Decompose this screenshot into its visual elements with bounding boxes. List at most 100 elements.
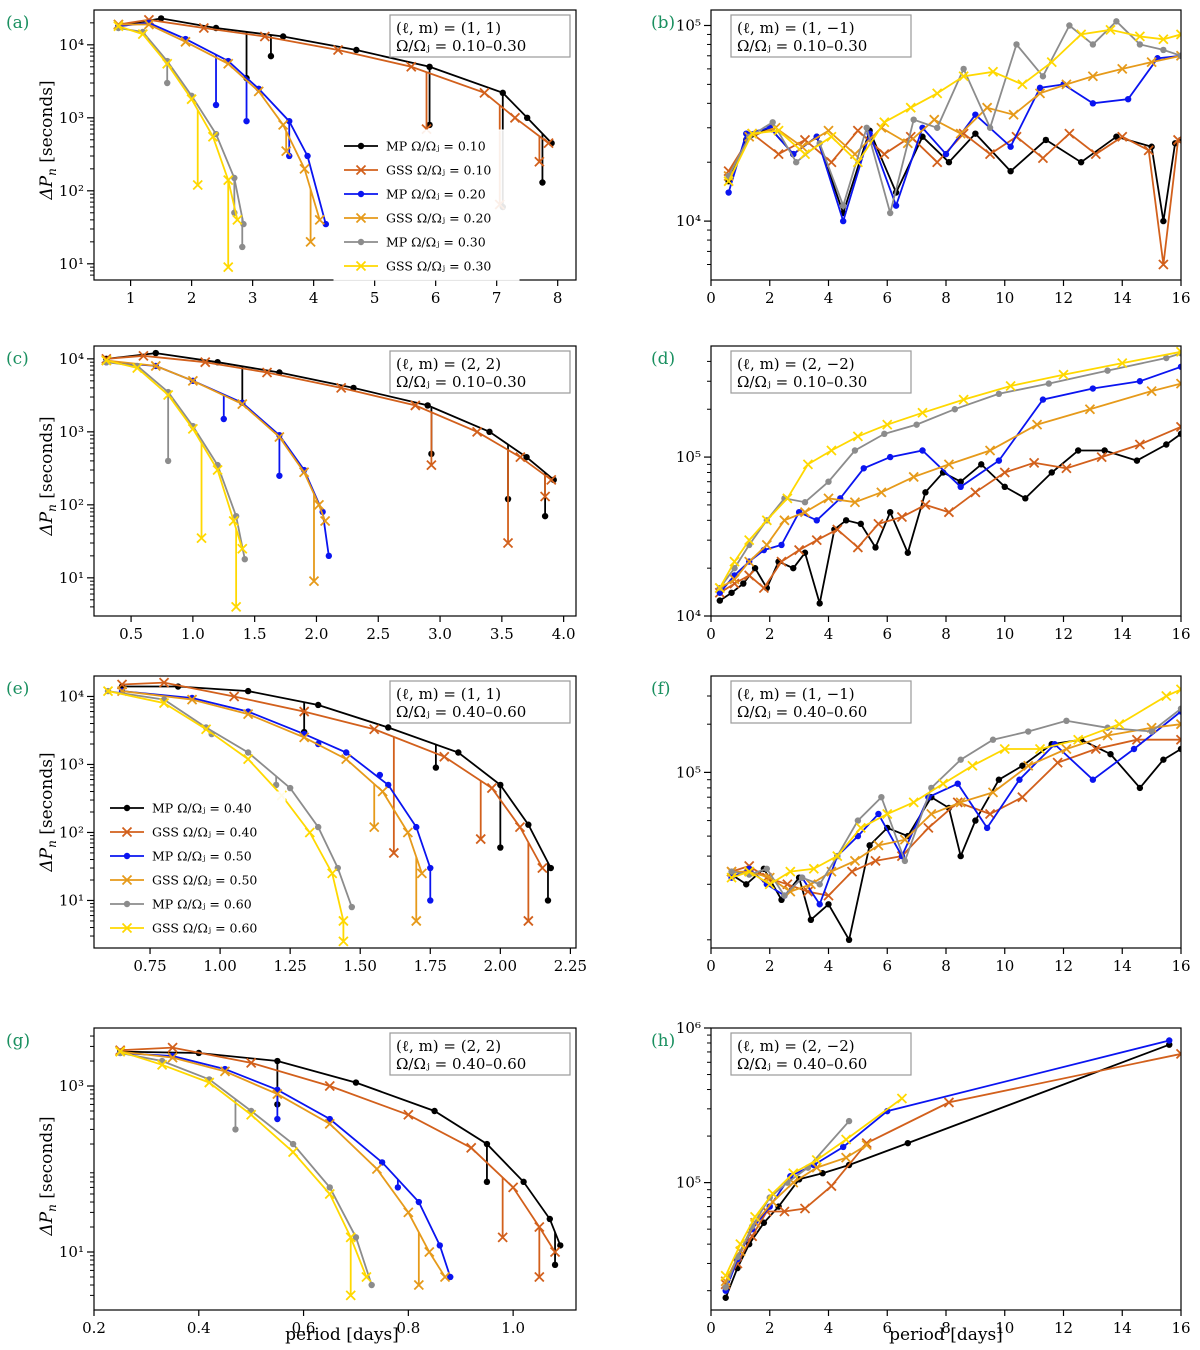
info-line-1: (ℓ, m) = (2, 2): [396, 1037, 501, 1055]
data-point-gss_mid: [143, 19, 155, 30]
data-point-mp_mid: [995, 457, 1003, 464]
data-point-mp_high: [960, 65, 967, 73]
x-tick-label: 2.25: [554, 957, 587, 975]
x-tick-label: 8: [553, 289, 563, 307]
dip-point-gss_low: [534, 1271, 545, 1283]
dip-point-gss_mid: [308, 576, 320, 587]
info-line-1: (ℓ, m) = (1, 1): [396, 19, 501, 37]
series-line-gss_low: [724, 1053, 1181, 1285]
data-point-gss_mid: [237, 398, 248, 410]
data-point-mp_low: [904, 549, 912, 556]
info-line-1: (ℓ, m) = (1, 1): [396, 685, 501, 703]
data-point-mp_high: [825, 478, 832, 485]
info-box: (ℓ, m) = (1, −1)Ω/Ωⱼ = 0.40–0.60: [730, 680, 912, 724]
data-point-mp_low: [722, 1294, 729, 1301]
data-point-gss_high: [785, 866, 796, 877]
legend: MP Ω/Ωⱼ = 0.10 GSS Ω/Ωⱼ = 0.10 MP Ω/Ωⱼ = 0…: [333, 129, 520, 281]
info-line-1: (ℓ, m) = (2, 2): [396, 355, 501, 373]
data-point-mp_low: [520, 1178, 527, 1186]
dip-point-gss_low: [475, 833, 486, 845]
data-point-mp_mid: [892, 202, 900, 209]
info-line-1: (ℓ, m) = (2, −2): [737, 1037, 855, 1055]
data-point-gss_high: [204, 1077, 215, 1088]
y-tick-label: 10⁶: [676, 1019, 701, 1037]
data-point-mp_mid: [942, 150, 950, 158]
data-point-mp_low: [1022, 495, 1029, 502]
data-point-mp_high: [326, 1184, 333, 1191]
data-point-gss_low: [932, 157, 943, 168]
y-tick-label: 10³: [59, 109, 84, 127]
data-point-gss_high: [958, 394, 969, 405]
data-point-gss_high: [744, 535, 755, 546]
data-point-mp_mid: [447, 1273, 454, 1281]
x-tick-label: 1.25: [273, 957, 306, 975]
series-layer: [113, 14, 555, 273]
legend-label: MP Ω/Ωⱼ = 0.60: [152, 897, 252, 912]
data-point-mp_high: [781, 892, 788, 899]
dip-point-mp_high: [164, 79, 171, 87]
dip-point-mp_mid: [212, 101, 220, 109]
data-point-mp_low: [728, 589, 735, 596]
data-point-mp_mid: [436, 1242, 443, 1249]
data-point-gss_low: [369, 724, 380, 735]
data-point-mp_mid: [304, 152, 311, 160]
info-line-1: (ℓ, m) = (2, −2): [737, 355, 855, 373]
info-box-frame: [730, 1032, 912, 1076]
data-point-mp_mid: [1166, 1037, 1173, 1044]
x-tick-label: 6: [882, 1319, 892, 1337]
data-point-gss_low: [1061, 463, 1072, 474]
data-point-gss_high: [1175, 346, 1181, 357]
data-point-mp_high: [995, 390, 1003, 398]
data-point-mp_mid: [957, 483, 964, 491]
series-line-mp_high: [719, 352, 1181, 589]
x-tick-label: 12: [1054, 625, 1073, 643]
data-point-gss_low: [923, 822, 934, 834]
data-point-gss_mid: [371, 1163, 383, 1175]
data-point-gss_low: [543, 137, 554, 149]
data-point-gss_mid: [274, 431, 285, 443]
y-tick-label: 10⁵: [676, 1174, 701, 1192]
data-point-gss_low: [799, 1203, 811, 1214]
data-point-gss_mid: [1061, 743, 1072, 755]
data-point-gss_high: [811, 1154, 822, 1166]
data-point-mp_mid: [343, 749, 350, 756]
dip-point-gss_mid: [369, 821, 380, 833]
data-point-gss_high: [937, 778, 949, 789]
dip-point-gss_mid: [281, 145, 292, 157]
data-point-mp_low: [523, 114, 531, 122]
x-tick-label: 0.4: [187, 1319, 211, 1337]
data-point-gss_low: [1175, 1048, 1181, 1060]
x-tick-label: 4: [824, 625, 834, 643]
data-point-mp_low: [157, 15, 165, 22]
legend-marker-dot: [123, 852, 131, 860]
panel-label: (g): [6, 1031, 30, 1051]
data-point-mp_high: [286, 784, 294, 792]
dip-point-gss_mid: [411, 915, 422, 927]
data-point-gss_high: [840, 1134, 852, 1145]
data-point-gss_high: [735, 1239, 746, 1250]
data-point-mp_high: [1013, 41, 1020, 48]
data-point-gss_low: [466, 1142, 477, 1153]
data-point-gss_mid: [1175, 50, 1181, 61]
data-point-mp_low: [1007, 167, 1014, 175]
data-point-mp_low: [1177, 430, 1181, 438]
data-point-mp_low: [547, 864, 554, 872]
data-point-gss_low: [984, 148, 996, 160]
legend-frame: [99, 791, 286, 943]
data-point-gss_mid: [299, 732, 310, 743]
data-point-mp_low: [523, 453, 530, 461]
data-point-mp_mid: [1177, 363, 1181, 370]
data-point-gss_high: [967, 760, 978, 771]
data-point-gss_mid: [744, 556, 755, 567]
data-point-gss_mid: [1175, 378, 1181, 389]
legend-label: MP Ω/Ωⱼ = 0.10: [386, 139, 486, 154]
dip-point-mp_low: [544, 897, 552, 904]
data-point-gss_high: [200, 724, 212, 735]
panel-label: (e): [6, 679, 29, 699]
data-point-gss_mid: [849, 497, 861, 508]
data-point-gss_mid: [929, 114, 940, 125]
data-point-gss_low: [879, 148, 890, 160]
data-point-gss_mid: [799, 507, 811, 518]
dip-point-mp_high: [239, 243, 246, 251]
data-point-mp_high: [886, 209, 894, 217]
